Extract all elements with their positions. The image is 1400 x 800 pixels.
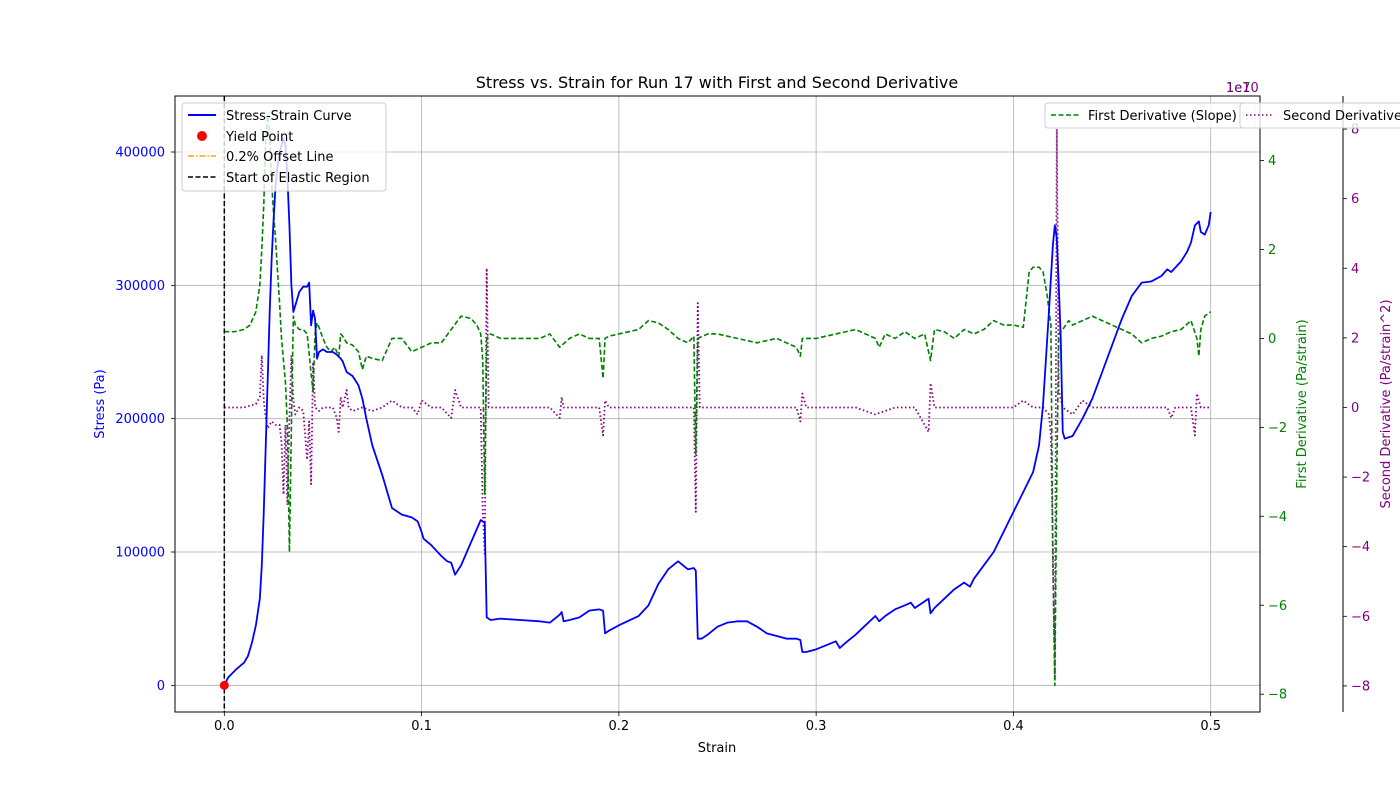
y1-tick-label: 100000 bbox=[115, 546, 165, 561]
y2-axis-label: First Derivative (Pa/strain) bbox=[1295, 319, 1310, 488]
y2-tick-label: −2 bbox=[1268, 421, 1287, 436]
y1-tick-label: 0 bbox=[157, 679, 165, 694]
y3-axis-label: Second Derivative (Pa/strain^2) bbox=[1379, 299, 1394, 508]
x-tick-label: 0.2 bbox=[609, 719, 630, 734]
y3-tick-label: −2 bbox=[1351, 471, 1370, 486]
y1-axis: 0 100000 200000 300000 400000 bbox=[115, 146, 175, 694]
y3-tick-label: −6 bbox=[1351, 610, 1370, 625]
y1-tick-label: 200000 bbox=[115, 412, 165, 427]
x-tick-label: 0.5 bbox=[1200, 719, 1221, 734]
y2-tick-label: −8 bbox=[1268, 688, 1287, 703]
chart-title: Stress vs. Strain for Run 17 with First … bbox=[476, 73, 958, 92]
series-stress-strain bbox=[223, 137, 1212, 686]
legend-label-first: First Derivative (Slope) bbox=[1088, 109, 1237, 124]
y2-tick-label: 0 bbox=[1268, 332, 1276, 347]
legend-second-frame bbox=[1239, 102, 1400, 129]
y3-tick-label: 6 bbox=[1351, 192, 1359, 207]
y2-axis: −8 −6 −4 −2 0 2 4 bbox=[1260, 154, 1287, 703]
plot-frame bbox=[174, 95, 1261, 713]
legend-label-second: Second Derivative bbox=[1283, 109, 1400, 124]
y2-offset-text: 1e7 bbox=[1226, 81, 1251, 96]
y2-tick-label: −6 bbox=[1268, 599, 1287, 614]
legend-label-offset: 0.2% Offset Line bbox=[226, 150, 333, 165]
y3-tick-label: 8 bbox=[1351, 123, 1359, 138]
y3-tick-label: −4 bbox=[1351, 540, 1370, 555]
x-axis-label: Strain bbox=[698, 741, 737, 756]
y3-tick-label: −8 bbox=[1351, 679, 1370, 694]
legend-first-derivative: First Derivative (Slope) bbox=[1044, 102, 1256, 129]
legend-left: Stress-Strain Curve Yield Point 0.2% Off… bbox=[181, 102, 387, 192]
grid bbox=[175, 96, 1260, 712]
x-axis: 0.0 0.1 0.2 0.3 0.4 0.5 bbox=[214, 712, 1221, 734]
legend-label-stress: Stress-Strain Curve bbox=[226, 109, 352, 124]
y3-tick-label: 4 bbox=[1351, 262, 1359, 277]
x-tick-label: 0.3 bbox=[806, 719, 827, 734]
y3-offset-text: 1e10 bbox=[1226, 81, 1259, 96]
x-tick-label: 0.0 bbox=[214, 719, 235, 734]
y2-tick-label: 4 bbox=[1268, 154, 1276, 169]
x-tick-label: 0.4 bbox=[1003, 719, 1024, 734]
y1-tick-label: 300000 bbox=[115, 279, 165, 294]
plot-area bbox=[219, 96, 1212, 712]
yield-point-marker bbox=[219, 680, 229, 690]
legend-label-elastic: Start of Elastic Region bbox=[226, 171, 370, 186]
x-tick-label: 0.1 bbox=[411, 719, 432, 734]
legend-swatch-yield bbox=[197, 131, 207, 141]
legend-label-yield: Yield Point bbox=[225, 130, 293, 145]
y3-tick-label: 2 bbox=[1351, 331, 1359, 346]
y2-tick-label: −4 bbox=[1268, 510, 1287, 525]
y3-axis: −8 −6 −4 −2 0 2 4 6 8 bbox=[1343, 123, 1370, 694]
legend-left-frame bbox=[181, 102, 387, 192]
y1-axis-label: Stress (Pa) bbox=[93, 369, 108, 438]
y3-tick-label: 0 bbox=[1351, 401, 1359, 416]
y1-tick-label: 400000 bbox=[115, 146, 165, 161]
series-first-derivative bbox=[224, 115, 1212, 687]
legend-second-derivative: Second Derivative bbox=[1239, 102, 1400, 129]
y2-tick-label: 2 bbox=[1268, 243, 1276, 258]
